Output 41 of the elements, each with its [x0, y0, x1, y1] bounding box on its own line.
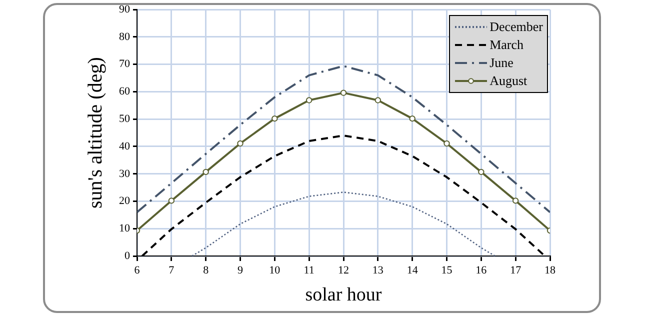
y-tick-label: 70 [119, 58, 130, 70]
point [168, 198, 175, 204]
x-tick-label: 9 [238, 264, 244, 276]
x-tick-label: 13 [372, 264, 384, 276]
point [512, 198, 519, 204]
y-tick-label: 90 [119, 3, 130, 16]
x-tick-label: 18 [544, 264, 556, 276]
point [340, 90, 347, 96]
point [272, 115, 278, 122]
legend-label: June [490, 54, 514, 72]
x-tick-label: 17 [510, 264, 522, 276]
x-tick-label: 15 [441, 264, 453, 276]
y-tick-label: 20 [119, 195, 130, 208]
y-tick-label: 40 [119, 140, 130, 152]
y-tick-label: 30 [119, 168, 130, 180]
x-tick-label: 11 [304, 264, 314, 276]
point [478, 168, 484, 176]
point [374, 97, 382, 104]
x-axis-title: solar hour [305, 284, 382, 306]
legend-label: March [490, 36, 524, 54]
legend-label: December [490, 18, 543, 36]
point [202, 168, 209, 176]
x-tick-label: 10 [269, 264, 281, 276]
y-tick-label: 10 [119, 222, 130, 235]
point [306, 97, 312, 104]
x-tick-label: 12 [338, 264, 349, 276]
y-tick-label: 0 [124, 250, 130, 262]
x-tick-label: 14 [406, 264, 418, 276]
x-tick-label: 8 [203, 264, 210, 276]
point [444, 140, 450, 147]
x-tick-label: 16 [476, 264, 488, 276]
x-tick-label: 7 [168, 264, 175, 276]
y-tick-label: 50 [119, 113, 130, 125]
y-tick-label: 60 [119, 86, 130, 98]
y-axis-title: sun's altitude (deg) [84, 57, 106, 208]
legend-label: August [490, 72, 528, 90]
y-tick-label: 80 [119, 30, 130, 43]
x-tick-label: 6 [134, 264, 140, 276]
point [409, 115, 416, 122]
line-series [191, 192, 496, 256]
point [237, 140, 244, 147]
